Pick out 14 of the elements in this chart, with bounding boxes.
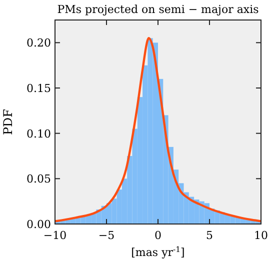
x-tick-label: −10 <box>43 229 67 242</box>
chart-title: PMs projected on semi − major axis <box>57 3 260 16</box>
x-tick-label: 5 <box>206 229 213 242</box>
y-tick-label: 0.00 <box>26 218 51 231</box>
y-axis-title: PDF <box>1 108 15 136</box>
x-tick-label: 10 <box>254 229 268 242</box>
line-series <box>55 37 261 222</box>
x-tick-label: −5 <box>98 229 115 242</box>
y-tick-label: 0.15 <box>26 82 51 95</box>
y-tick-label: 0.05 <box>26 172 51 186</box>
y-tick-label: 0.10 <box>26 127 51 140</box>
x-axis-title: [mas yr$^{-1}$] <box>131 244 185 259</box>
x-tick-label: 0 <box>154 229 162 242</box>
y-tick-label: 0.20 <box>26 36 51 50</box>
